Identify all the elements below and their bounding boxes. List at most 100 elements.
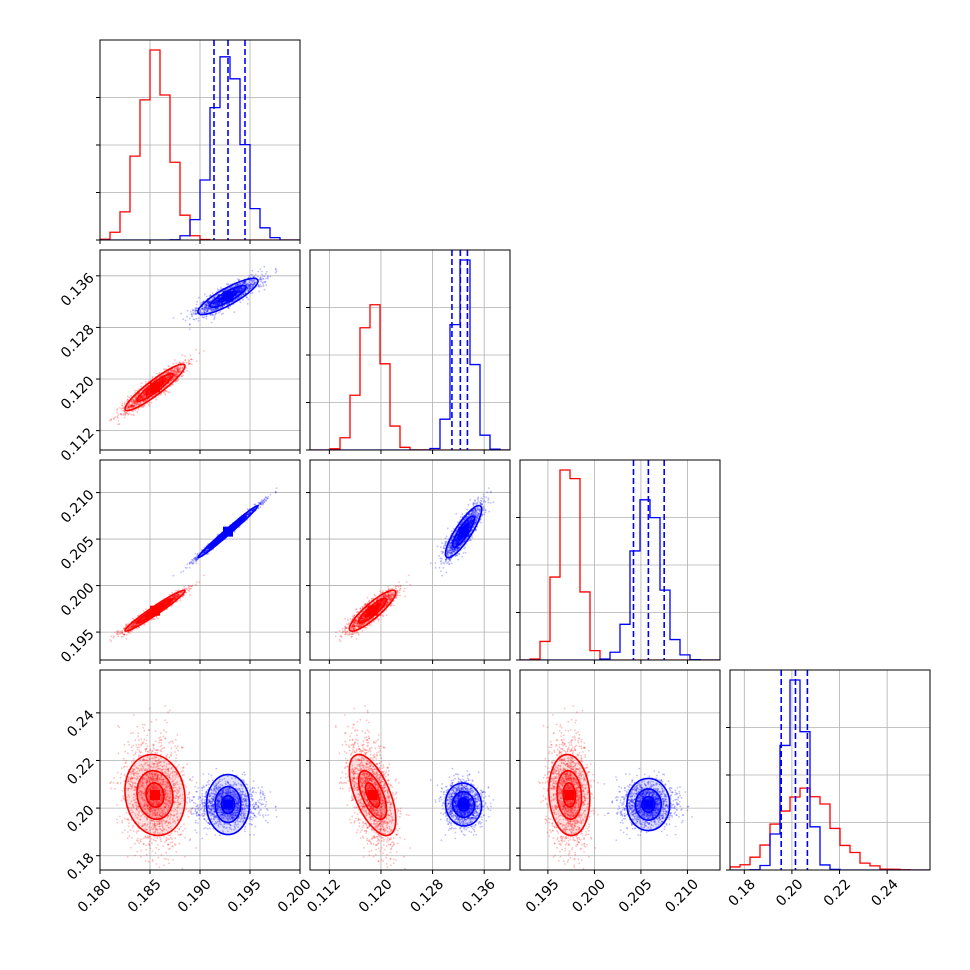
scatter-point — [251, 283, 253, 286]
scatter-point — [129, 404, 132, 407]
scatter-point — [150, 619, 153, 621]
scatter-point — [238, 291, 241, 293]
scatter-point — [188, 362, 191, 365]
scatter-point — [176, 372, 179, 375]
scatter-point — [253, 282, 256, 284]
scatter-point — [140, 395, 143, 397]
scatter-point — [251, 283, 254, 286]
scatter-point — [143, 392, 145, 395]
scatter-point — [216, 303, 219, 305]
scatter-point — [173, 370, 176, 373]
scatter-point — [258, 278, 261, 280]
scatter-point — [191, 358, 194, 361]
scatter-point — [259, 283, 262, 286]
scatter-point — [121, 404, 123, 407]
scatter-point — [240, 287, 243, 290]
scatter-point — [132, 403, 135, 405]
scatter-point — [222, 312, 224, 315]
scatter-point — [121, 629, 123, 632]
scatter-point — [202, 300, 205, 303]
scatter-point — [131, 402, 134, 405]
scatter-point — [172, 596, 174, 599]
scatter-point — [236, 287, 239, 290]
scatter-point — [137, 614, 140, 617]
scatter-point — [176, 378, 179, 381]
scatter-point — [142, 618, 144, 621]
scatter-point — [206, 310, 209, 313]
scatter-point — [167, 376, 170, 379]
scatter-point — [144, 617, 147, 619]
scatter-point — [208, 301, 210, 304]
scatter-point — [207, 305, 210, 308]
scatter-point — [190, 363, 193, 366]
scatter-point — [192, 318, 195, 321]
scatter-point — [214, 304, 217, 306]
scatter-point — [201, 308, 203, 310]
scatter-point — [127, 406, 130, 409]
scatter-point — [260, 285, 263, 288]
scatter-point — [143, 616, 146, 619]
scatter-point — [210, 308, 212, 310]
scatter-point — [261, 281, 264, 284]
scatter-point — [179, 369, 182, 372]
scatter-point — [168, 376, 171, 379]
scatter-point — [187, 363, 190, 366]
scatter-point — [238, 287, 241, 290]
scatter-point — [175, 596, 178, 598]
scatter-point — [116, 633, 119, 636]
scatter-point — [174, 597, 177, 600]
scatter-point — [222, 305, 224, 308]
scatter-point — [216, 301, 219, 304]
scatter-point — [179, 366, 182, 369]
panel-frame — [309, 249, 511, 451]
scatter-point — [139, 396, 142, 399]
scatter-point — [213, 296, 216, 298]
scatter-point — [180, 591, 183, 594]
scatter-point — [184, 588, 186, 590]
scatter-point — [167, 600, 170, 603]
scatter-point — [132, 410, 135, 413]
scatter-point — [195, 581, 198, 583]
scatter-point — [182, 361, 184, 364]
scatter-point — [144, 380, 147, 383]
scatter-point — [248, 287, 251, 290]
scatter-point — [117, 633, 119, 636]
scatter-point — [142, 617, 145, 619]
scatter-point — [207, 306, 210, 309]
scatter-point — [138, 398, 140, 401]
scatter-point — [167, 371, 170, 374]
scatter-point — [239, 287, 242, 290]
scatter-point — [213, 302, 216, 304]
scatter-point — [241, 288, 244, 291]
scatter-point — [206, 311, 208, 314]
scatter-point — [126, 624, 128, 626]
scatter-point — [162, 378, 164, 380]
scatter-point — [233, 311, 236, 314]
scatter-point — [175, 375, 178, 377]
scatter-point — [205, 306, 208, 308]
scatter-point — [187, 359, 190, 362]
scatter-point — [162, 377, 165, 380]
scatter-point — [160, 382, 162, 384]
scatter-point — [116, 630, 119, 632]
scatter-point — [121, 631, 124, 634]
scatter-point — [206, 301, 209, 304]
scatter-point — [129, 405, 132, 407]
scatter-point — [251, 284, 254, 286]
scatter-point — [166, 379, 169, 382]
scatter-point — [242, 281, 245, 284]
scatter-point — [191, 315, 193, 318]
scatter-point — [209, 314, 212, 316]
scatter-point — [137, 409, 139, 411]
scatter-point — [142, 617, 145, 619]
scatter-point — [140, 401, 142, 404]
scatter-point — [139, 397, 142, 400]
scatter-point — [204, 303, 207, 305]
scatter-point — [134, 399, 137, 401]
scatter-point — [258, 285, 260, 287]
scatter-point — [210, 304, 213, 307]
scatter-point — [227, 307, 230, 309]
scatter-point — [169, 371, 172, 374]
scatter-point — [223, 290, 226, 292]
scatter-point — [116, 408, 119, 410]
